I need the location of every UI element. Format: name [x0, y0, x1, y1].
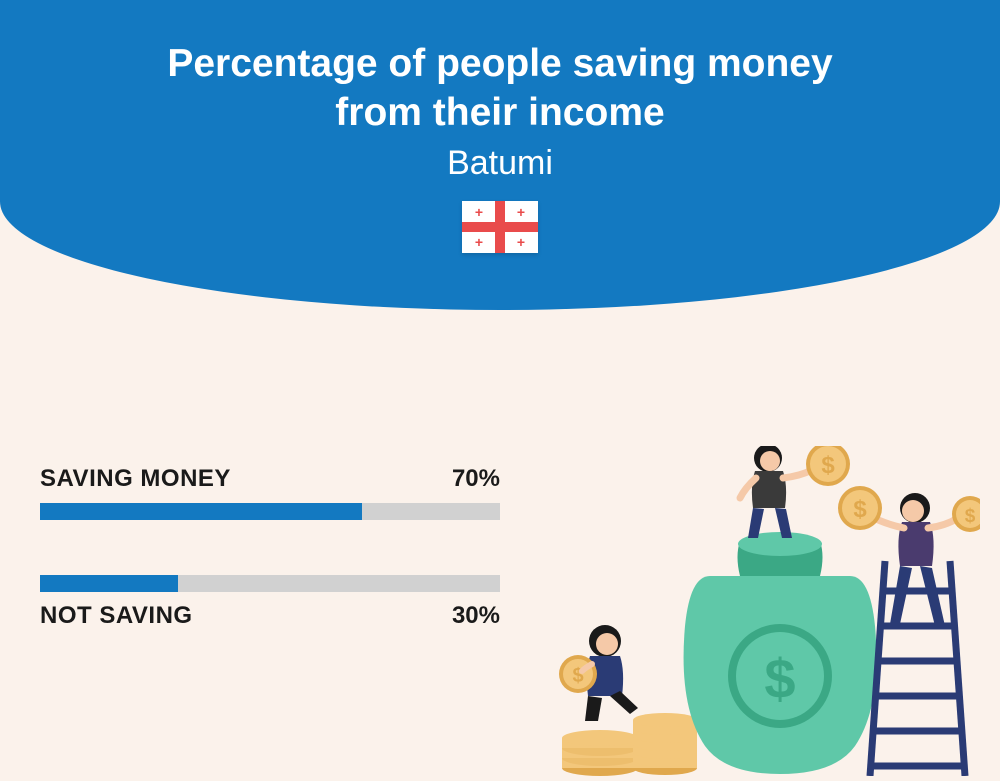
svg-text:$: $: [821, 452, 835, 479]
title-line-2: from their income: [335, 91, 664, 134]
bar-label: SAVING MONEY: [40, 465, 231, 493]
bar-saving-money: SAVING MONEY 70%: [40, 465, 500, 520]
page-title: Percentage of people saving money from t…: [0, 40, 1000, 138]
flag-bolnur-cross: +: [515, 236, 527, 248]
ladder-icon: [870, 561, 965, 776]
bars-section: SAVING MONEY 70% NOT SAVING 30%: [40, 465, 500, 680]
money-bag-icon: $: [684, 532, 877, 774]
flag-bolnur-cross: +: [473, 206, 485, 218]
bar-label: NOT SAVING: [40, 602, 193, 630]
person-sitting-icon: $: [559, 625, 638, 721]
bar-fill: [40, 575, 178, 592]
svg-text:$: $: [764, 647, 795, 710]
georgia-flag-icon: + + + +: [462, 201, 538, 253]
bar-track: [40, 503, 500, 520]
header-content: Percentage of people saving money from t…: [0, 40, 1000, 258]
flag-bolnur-cross: +: [515, 206, 527, 218]
page-subtitle: Batumi: [0, 144, 1000, 183]
svg-text:$: $: [965, 506, 976, 527]
bar-track: [40, 575, 500, 592]
bar-not-saving: NOT SAVING 30%: [40, 575, 500, 630]
bar-value: 70%: [452, 465, 500, 493]
flag-bolnur-cross: +: [473, 236, 485, 248]
title-line-1: Percentage of people saving money: [167, 42, 832, 85]
coin-stack-icon: [562, 713, 697, 776]
bar-value: 30%: [452, 602, 500, 630]
svg-text:$: $: [853, 496, 867, 523]
person-standing-top-icon: $: [740, 446, 850, 538]
bar-fill: [40, 503, 362, 520]
bar-header: NOT SAVING 30%: [40, 602, 500, 630]
bar-header: SAVING MONEY 70%: [40, 465, 500, 493]
savings-illustration: $ $: [540, 446, 980, 776]
